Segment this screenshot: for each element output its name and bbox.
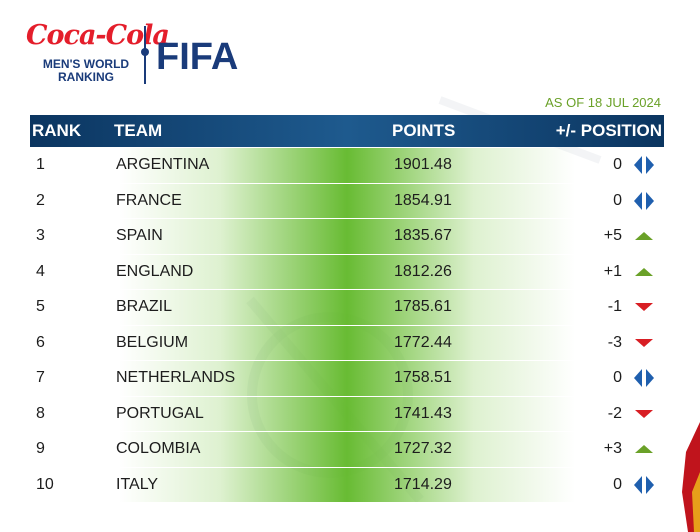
table-row: 10 ITALY 1714.29 0 — [30, 467, 664, 503]
rank-cell: 1 — [36, 156, 45, 173]
points-cell: 1772.44 — [394, 333, 452, 351]
team-cell: PORTUGAL — [116, 404, 204, 422]
trend-same-icon — [634, 369, 654, 387]
table-header: RANK TEAM POINTS +/- POSITION — [30, 115, 664, 147]
table-row: 4 ENGLAND 1812.26 +1 — [30, 254, 664, 290]
trend-down-icon — [635, 303, 653, 311]
change-cell: +1 — [603, 262, 622, 280]
change-cell: -2 — [607, 404, 622, 422]
change-cell: 0 — [613, 191, 622, 209]
rank-cell: 6 — [36, 333, 45, 351]
trend-down-icon — [635, 338, 653, 347]
team-cell: ENGLAND — [116, 262, 194, 280]
header-team: TEAM — [114, 121, 163, 140]
table-row: 6 BELGIUM 1772.44 -3 — [30, 325, 664, 361]
table-row: 2 FRANCE 1854.91 0 — [30, 183, 664, 219]
trend-same-icon — [634, 475, 654, 494]
points-cell: 1727.32 — [394, 440, 452, 457]
rank-cell: 4 — [36, 262, 45, 280]
table-row: 8 PORTUGAL 1741.43 -2 — [30, 396, 664, 432]
fifa-logo: FIFA — [156, 36, 239, 78]
change-cell: +3 — [603, 440, 622, 457]
rank-cell: 10 — [36, 475, 54, 493]
team-cell: ARGENTINA — [116, 156, 210, 173]
rank-cell: 2 — [36, 191, 45, 209]
points-cell: 1785.61 — [394, 298, 452, 315]
trend-same-icon — [634, 191, 654, 210]
change-cell: 0 — [613, 475, 622, 493]
points-cell: 1758.51 — [394, 369, 452, 386]
points-cell: 1854.91 — [394, 191, 452, 209]
rank-cell: 7 — [36, 369, 45, 386]
table-row: 9 COLOMBIA 1727.32 +3 — [30, 432, 664, 468]
rank-cell: 3 — [36, 227, 45, 244]
header-points: POINTS — [392, 121, 456, 140]
header-rank: RANK — [32, 121, 82, 140]
points-cell: 1835.67 — [394, 227, 452, 244]
trend-down-icon — [635, 409, 653, 418]
change-cell: 0 — [613, 156, 622, 173]
table-row: 5 BRAZIL 1785.61 -1 — [30, 290, 664, 326]
team-cell: ITALY — [116, 475, 159, 493]
points-cell: 1741.43 — [394, 404, 452, 422]
table-row: 7 NETHERLANDS 1758.51 0 — [30, 361, 664, 397]
team-cell: BRAZIL — [116, 298, 173, 315]
as-of-date: AS OF 18 JUL 2024 — [545, 95, 661, 110]
team-cell: SPAIN — [116, 227, 163, 244]
trend-up-icon — [635, 445, 653, 453]
change-cell: 0 — [613, 369, 622, 386]
ranking-table: 1 ARGENTINA 1901.48 0 2 FRANCE 1854.91 0… — [30, 148, 664, 503]
subtitle-line-1: MEN'S WORLD — [42, 57, 130, 71]
table-row: 1 ARGENTINA 1901.48 0 — [30, 148, 664, 184]
trend-same-icon — [634, 156, 654, 174]
team-cell: COLOMBIA — [116, 440, 201, 457]
logo-divider — [141, 26, 149, 84]
rank-cell: 9 — [36, 440, 45, 457]
header-position: +/- POSITION — [555, 121, 662, 140]
points-cell: 1714.29 — [394, 475, 452, 493]
team-cell: NETHERLANDS — [116, 369, 236, 386]
ranking-subtitle: MEN'S WORLD RANKING — [36, 58, 136, 84]
points-cell: 1901.48 — [394, 156, 452, 173]
team-cell: BELGIUM — [116, 333, 189, 351]
trend-up-icon — [635, 267, 653, 276]
table-row: 3 SPAIN 1835.67 +5 — [30, 219, 664, 255]
sponsor-logo: Coca-Cola — [26, 20, 170, 51]
trend-up-icon — [635, 232, 653, 240]
rank-cell: 5 — [36, 298, 45, 315]
change-cell: -3 — [607, 333, 622, 351]
points-cell: 1812.26 — [394, 262, 452, 280]
brand-logo: Coca-Cola MEN'S WORLD RANKING FIFA — [26, 18, 256, 88]
team-cell: FRANCE — [116, 191, 182, 209]
player-image-corner — [682, 422, 700, 532]
change-cell: -1 — [607, 298, 622, 315]
subtitle-line-2: RANKING — [58, 70, 114, 84]
rank-cell: 8 — [36, 404, 45, 422]
change-cell: +5 — [603, 227, 622, 244]
